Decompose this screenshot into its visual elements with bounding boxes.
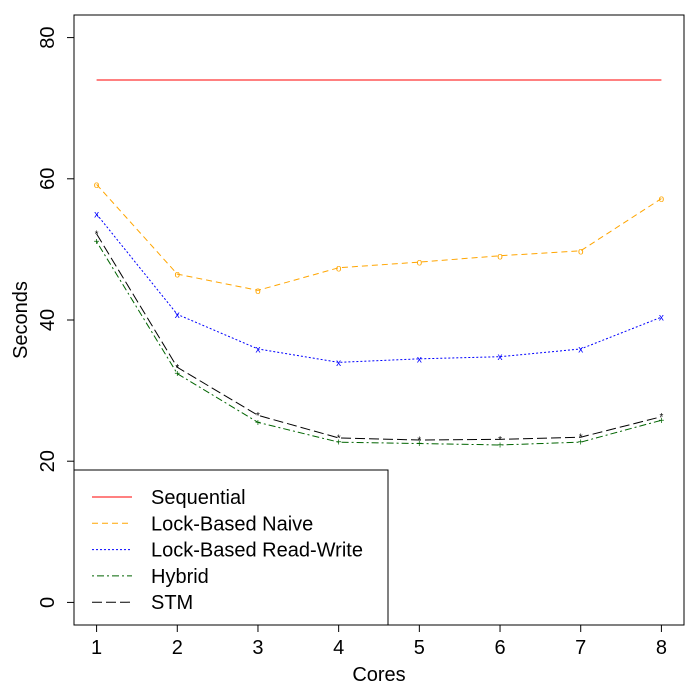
data-point: +: [94, 237, 100, 248]
series-line: [96, 233, 662, 441]
data-point: *: [337, 433, 341, 444]
data-point: +: [658, 416, 664, 427]
x-tick-label: 3: [252, 637, 263, 659]
series-line: [96, 184, 662, 291]
data-point: +: [174, 369, 180, 380]
series-4: * * * * * * * *: [95, 229, 664, 446]
x-axis-title: Cores: [352, 664, 405, 686]
legend-label: STM: [151, 592, 193, 614]
data-point: o: [659, 194, 665, 205]
legend-label: Sequential: [151, 487, 246, 509]
data-point: x: [417, 354, 422, 365]
data-point: o: [255, 286, 261, 297]
legend: Sequential Lock-Based Naive Lock-Based Rea…: [73, 469, 389, 626]
data-point: *: [417, 436, 421, 447]
y-tick-label: 80: [37, 26, 59, 48]
y-tick-label: 40: [37, 309, 59, 331]
legend-box: [73, 469, 389, 626]
data-point: *: [175, 363, 179, 374]
x-tick-label: 2: [172, 637, 183, 659]
series-line: [96, 213, 662, 363]
data-point: *: [579, 433, 583, 444]
y-tick-label: 60: [37, 168, 59, 190]
data-point: o: [336, 263, 342, 274]
series-line: [96, 241, 662, 446]
data-point: x: [175, 310, 180, 321]
data-point: +: [578, 438, 584, 449]
x-tick-label: 8: [656, 637, 667, 659]
x-tick-label: 1: [91, 637, 102, 659]
x-tick-label: 5: [414, 637, 425, 659]
data-point: +: [255, 418, 261, 429]
data-point: x: [255, 344, 260, 355]
data-point: +: [497, 440, 503, 451]
data-point: o: [578, 246, 584, 257]
series-3: + + + + + + + +: [94, 237, 665, 451]
data-point: x: [94, 210, 99, 221]
data-point: +: [336, 438, 342, 449]
x-tick-label: 7: [575, 637, 586, 659]
data-point: o: [497, 251, 503, 262]
x-axis: 1 2 3 4 5 6 7 8: [91, 625, 667, 659]
y-tick-label: 0: [37, 597, 59, 608]
y-axis: 0 20 40 60 80: [37, 26, 74, 608]
series-2: x x x x x x x x: [94, 210, 664, 369]
legend-label: Lock-Based Read-Write: [151, 540, 363, 562]
data-point: *: [498, 435, 502, 446]
data-point: *: [659, 412, 663, 423]
data-point: x: [498, 352, 503, 363]
legend-label: Hybrid: [151, 566, 209, 588]
data-point: o: [417, 258, 423, 269]
data-point: +: [416, 439, 422, 450]
data-point: *: [256, 411, 260, 422]
data-point: x: [659, 313, 664, 324]
data-point: o: [174, 270, 180, 281]
series-1: o o o o o o o o: [94, 180, 665, 297]
legend-label: Lock-Based Naive: [151, 513, 313, 535]
data-point: x: [578, 344, 583, 355]
x-tick-label: 6: [494, 637, 505, 659]
data-point: *: [95, 229, 99, 240]
x-tick-label: 4: [333, 637, 344, 659]
y-axis-title: Seconds: [10, 281, 32, 359]
y-tick-label: 20: [37, 450, 59, 472]
data-point: x: [336, 358, 341, 369]
data-point: o: [94, 180, 100, 191]
